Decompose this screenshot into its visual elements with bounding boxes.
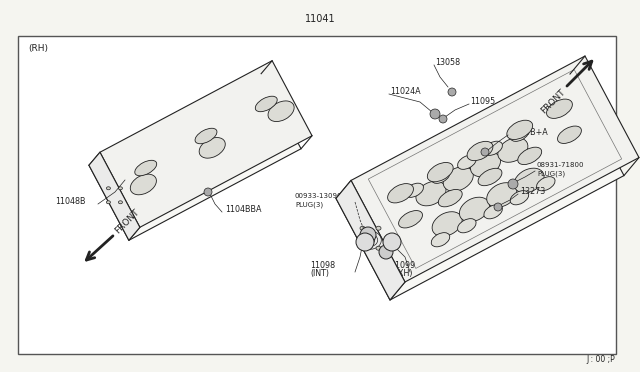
- Ellipse shape: [376, 226, 381, 230]
- Ellipse shape: [118, 187, 122, 190]
- Ellipse shape: [195, 128, 217, 144]
- Ellipse shape: [416, 181, 446, 206]
- Ellipse shape: [547, 99, 572, 118]
- Ellipse shape: [460, 197, 490, 222]
- Ellipse shape: [478, 168, 502, 186]
- Ellipse shape: [430, 109, 440, 119]
- Ellipse shape: [448, 88, 456, 96]
- Text: (INT): (INT): [310, 269, 329, 278]
- Ellipse shape: [508, 179, 518, 189]
- Text: 11024A: 11024A: [390, 87, 420, 96]
- Text: 11041: 11041: [305, 14, 335, 24]
- Ellipse shape: [135, 160, 157, 176]
- Ellipse shape: [510, 190, 529, 205]
- Ellipse shape: [458, 219, 476, 233]
- Ellipse shape: [399, 211, 422, 228]
- Ellipse shape: [356, 233, 374, 251]
- Ellipse shape: [438, 189, 462, 207]
- Text: FRONT: FRONT: [113, 207, 141, 235]
- Ellipse shape: [484, 205, 502, 219]
- Ellipse shape: [388, 184, 413, 203]
- Polygon shape: [100, 61, 312, 227]
- Ellipse shape: [439, 115, 447, 123]
- Polygon shape: [336, 180, 405, 300]
- Ellipse shape: [432, 212, 462, 236]
- Ellipse shape: [431, 169, 450, 183]
- Ellipse shape: [118, 201, 122, 204]
- Ellipse shape: [360, 246, 365, 250]
- Ellipse shape: [360, 227, 376, 243]
- Ellipse shape: [484, 141, 502, 155]
- Ellipse shape: [557, 126, 581, 144]
- Text: 11095: 11095: [470, 97, 495, 106]
- Ellipse shape: [470, 152, 500, 177]
- Ellipse shape: [376, 246, 381, 250]
- Ellipse shape: [405, 183, 424, 198]
- Ellipse shape: [199, 138, 225, 158]
- Ellipse shape: [268, 101, 294, 122]
- Text: 08931-71800: 08931-71800: [537, 162, 584, 168]
- Text: PLUG(3): PLUG(3): [295, 201, 323, 208]
- Text: FRONT: FRONT: [539, 87, 567, 115]
- Ellipse shape: [518, 147, 541, 164]
- Ellipse shape: [431, 232, 450, 247]
- Text: 11048B: 11048B: [55, 197, 86, 206]
- Bar: [18, 36, 616, 354]
- Text: 13058: 13058: [435, 58, 460, 67]
- Text: 00933-13090: 00933-13090: [295, 193, 342, 199]
- Ellipse shape: [510, 127, 529, 141]
- Polygon shape: [351, 56, 639, 282]
- Ellipse shape: [486, 183, 516, 207]
- Ellipse shape: [494, 203, 502, 211]
- Text: PLUG(3): PLUG(3): [537, 170, 565, 176]
- Ellipse shape: [106, 187, 111, 190]
- Ellipse shape: [255, 96, 277, 112]
- Polygon shape: [89, 152, 140, 240]
- Ellipse shape: [467, 141, 493, 161]
- Text: (EXH): (EXH): [390, 269, 413, 278]
- Polygon shape: [89, 74, 301, 240]
- Ellipse shape: [383, 233, 401, 251]
- Ellipse shape: [379, 245, 393, 259]
- Ellipse shape: [360, 226, 365, 230]
- Ellipse shape: [514, 168, 544, 193]
- Text: (RH): (RH): [28, 44, 48, 53]
- Ellipse shape: [204, 188, 212, 196]
- Ellipse shape: [536, 177, 555, 191]
- Text: 1104BBA: 1104BBA: [225, 205, 262, 214]
- Text: 13273: 13273: [520, 187, 545, 196]
- Text: J : 00 ;P: J : 00 ;P: [586, 355, 615, 364]
- Text: 1305B+A: 1305B+A: [510, 128, 548, 137]
- Ellipse shape: [131, 174, 156, 195]
- Ellipse shape: [498, 138, 528, 162]
- Text: 11098: 11098: [310, 261, 335, 270]
- Ellipse shape: [106, 201, 111, 204]
- Ellipse shape: [458, 155, 476, 169]
- Text: 11099: 11099: [390, 261, 415, 270]
- Ellipse shape: [481, 148, 489, 156]
- Ellipse shape: [444, 167, 474, 191]
- Ellipse shape: [507, 120, 532, 140]
- Polygon shape: [336, 74, 624, 300]
- Ellipse shape: [428, 163, 453, 182]
